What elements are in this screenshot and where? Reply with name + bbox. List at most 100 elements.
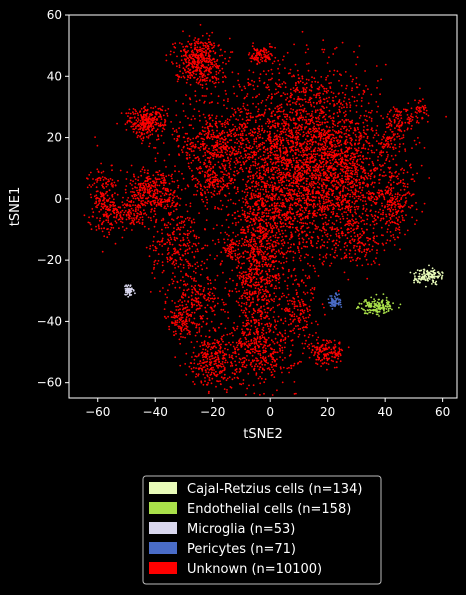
- data-point: [328, 96, 330, 99]
- data-point: [238, 304, 241, 306]
- data-point: [330, 144, 333, 147]
- data-point: [277, 186, 280, 189]
- data-point: [365, 133, 368, 136]
- data-point: [246, 126, 248, 128]
- data-point: [271, 279, 274, 281]
- data-point: [310, 85, 312, 87]
- data-point: [286, 139, 288, 142]
- data-point: [317, 240, 319, 243]
- data-point: [336, 102, 338, 105]
- data-point: [388, 219, 391, 222]
- data-point: [288, 250, 291, 253]
- data-point: [279, 152, 282, 154]
- data-point: [327, 179, 330, 182]
- data-point: [326, 132, 328, 135]
- data-point: [333, 244, 336, 247]
- data-point: [174, 165, 176, 168]
- data-point: [260, 158, 263, 161]
- data-point: [301, 161, 303, 164]
- data-point: [341, 41, 344, 44]
- data-point: [302, 269, 304, 271]
- data-point: [252, 301, 254, 304]
- data-point: [211, 138, 214, 141]
- data-point: [322, 51, 325, 53]
- data-point: [270, 239, 272, 242]
- data-point: [234, 329, 236, 332]
- data-point: [273, 298, 276, 300]
- data-point: [259, 313, 262, 316]
- data-point: [385, 159, 387, 162]
- data-point: [360, 161, 363, 163]
- data-point: [274, 93, 276, 95]
- data-point: [258, 345, 261, 348]
- data-point: [225, 205, 228, 208]
- data-point: [286, 171, 289, 174]
- data-point: [367, 214, 369, 217]
- data-point: [332, 96, 334, 99]
- data-point: [178, 135, 180, 138]
- data-point: [269, 132, 271, 135]
- data-point: [288, 199, 290, 202]
- data-point: [255, 343, 258, 345]
- data-point: [380, 115, 382, 117]
- data-point: [241, 302, 243, 304]
- data-point: [358, 178, 361, 181]
- data-point: [267, 171, 270, 174]
- data-point: [237, 253, 239, 256]
- data-point: [356, 126, 359, 129]
- data-point: [267, 237, 270, 240]
- data-point: [307, 172, 310, 175]
- data-point: [324, 118, 327, 121]
- data-point: [242, 157, 244, 160]
- data-point: [266, 96, 269, 99]
- data-point: [275, 244, 277, 247]
- data-point: [270, 181, 273, 184]
- data-point: [216, 174, 218, 177]
- data-point: [295, 161, 298, 164]
- data-point: [317, 120, 319, 123]
- data-point: [296, 194, 298, 197]
- data-point: [356, 184, 359, 187]
- data-point: [327, 89, 329, 92]
- data-point: [263, 112, 266, 115]
- data-point: [274, 56, 277, 59]
- data-point: [251, 45, 254, 48]
- data-point: [282, 253, 285, 256]
- data-point: [330, 82, 332, 84]
- data-point: [269, 184, 272, 187]
- data-point: [313, 148, 316, 151]
- data-point: [296, 211, 299, 214]
- data-point: [219, 199, 222, 202]
- data-point: [231, 151, 234, 154]
- data-point: [272, 161, 275, 164]
- data-point: [299, 105, 302, 108]
- data-point: [246, 323, 248, 326]
- data-point: [400, 168, 402, 171]
- data-point: [281, 118, 284, 121]
- data-point: [296, 69, 299, 72]
- data-point: [269, 78, 272, 81]
- data-point: [324, 139, 327, 141]
- data-point: [367, 152, 369, 154]
- data-point: [268, 229, 271, 232]
- data-point: [334, 146, 336, 148]
- data-point: [192, 137, 195, 140]
- data-point: [237, 190, 239, 193]
- data-point: [257, 220, 260, 222]
- data-point: [240, 272, 243, 275]
- data-point: [368, 145, 371, 147]
- data-point: [335, 145, 338, 148]
- data-point: [348, 120, 351, 123]
- data-point: [309, 193, 312, 196]
- data-point: [291, 233, 293, 236]
- data-point: [305, 100, 307, 103]
- data-point: [364, 70, 366, 72]
- data-point: [232, 85, 235, 88]
- data-point: [370, 128, 373, 131]
- data-point: [327, 170, 330, 173]
- data-point: [256, 250, 259, 253]
- data-point: [275, 241, 277, 244]
- data-point: [253, 194, 256, 197]
- data-point: [250, 250, 253, 252]
- data-point: [329, 226, 332, 229]
